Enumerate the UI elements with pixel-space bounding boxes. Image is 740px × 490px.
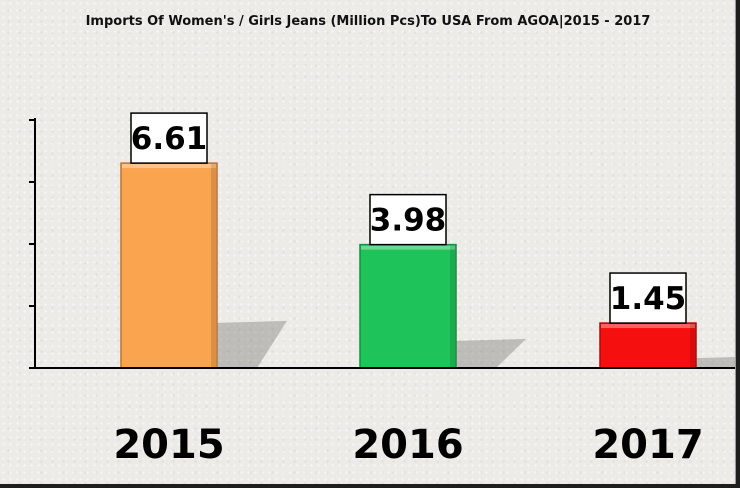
bar-2017[interactable] [599, 322, 697, 369]
bar-bevel-side [450, 245, 455, 367]
bar-bevel-top [601, 324, 695, 329]
bar-shadow [217, 320, 287, 368]
x-tick-label: 2016 [352, 422, 463, 468]
data-label-box [609, 272, 687, 324]
bar-shadow [696, 356, 736, 368]
data-label: 1.45 [610, 281, 687, 317]
chart-title: Imports Of Women's / Girls Jeans (Millio… [85, 14, 651, 29]
bar-bevel-side [211, 164, 216, 367]
bar-bevel-side [690, 324, 695, 367]
data-label: 6.61 [131, 121, 208, 157]
bar-bevel-top [122, 164, 216, 169]
x-tick-label: 2015 [113, 422, 224, 468]
data-label-box [130, 112, 208, 164]
bar-bevel-top [361, 245, 455, 250]
data-label: 3.98 [370, 203, 447, 239]
x-tick-label: 2017 [592, 422, 703, 468]
data-label-box [369, 193, 447, 246]
bar-2016[interactable] [359, 243, 457, 369]
bar-shadow [456, 338, 526, 368]
bar-2015[interactable] [120, 162, 218, 369]
